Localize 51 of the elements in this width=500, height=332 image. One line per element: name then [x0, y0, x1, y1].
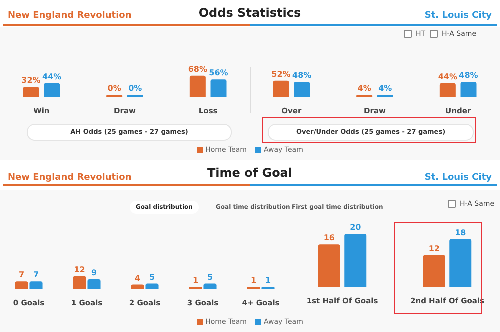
data-label: 56% [209, 68, 228, 78]
data-label: 52% [272, 70, 291, 79]
data-label: 20 [350, 223, 362, 232]
bar [460, 82, 477, 97]
bar [273, 80, 290, 97]
data-label: 32% [22, 76, 41, 86]
data-label: 1 [265, 276, 272, 286]
bar [44, 83, 60, 97]
bar [318, 244, 340, 287]
data-label: 16 [324, 234, 336, 243]
bar [450, 239, 472, 287]
bar [15, 282, 28, 289]
bar [131, 284, 144, 289]
bar [210, 80, 227, 97]
data-label: 5 [149, 272, 156, 282]
data-label: 4 [134, 274, 141, 283]
data-label: 12 [74, 265, 86, 274]
bar [23, 87, 40, 97]
data-label: 0% [108, 84, 122, 94]
text: St. Louis City [424, 173, 492, 183]
data-label: 44% [42, 72, 62, 82]
bar [30, 282, 43, 289]
data-label: 5 [207, 272, 214, 282]
data-label: 68% [188, 65, 208, 74]
bar [423, 255, 446, 287]
bar [88, 280, 101, 289]
bar [294, 82, 310, 97]
data-label: 44% [438, 72, 458, 82]
data-label: 4% [378, 84, 392, 94]
data-label: 9 [91, 268, 98, 278]
data-label: 0% [128, 84, 142, 94]
data-label: 48% [292, 71, 312, 80]
bar [73, 276, 86, 289]
data-label: 4% [358, 84, 372, 94]
bar [204, 284, 217, 289]
data-label: 1 [250, 276, 257, 286]
bar [190, 76, 206, 97]
data-label: 7 [18, 270, 25, 280]
chart-title: Time of Goal [207, 166, 293, 180]
text: New England Revolution [8, 11, 132, 21]
data-label: 18 [455, 228, 467, 238]
data-label: 48% [459, 71, 478, 80]
data-label: 7 [33, 270, 40, 280]
chart-title: Odds Statistics [198, 6, 302, 20]
bar [146, 284, 159, 289]
bar [344, 234, 367, 287]
bar [440, 83, 456, 97]
text: New England Revolution [8, 173, 132, 183]
data-label: 12 [428, 244, 440, 254]
text: St. Louis City [424, 11, 492, 21]
data-label: 1 [192, 276, 199, 286]
